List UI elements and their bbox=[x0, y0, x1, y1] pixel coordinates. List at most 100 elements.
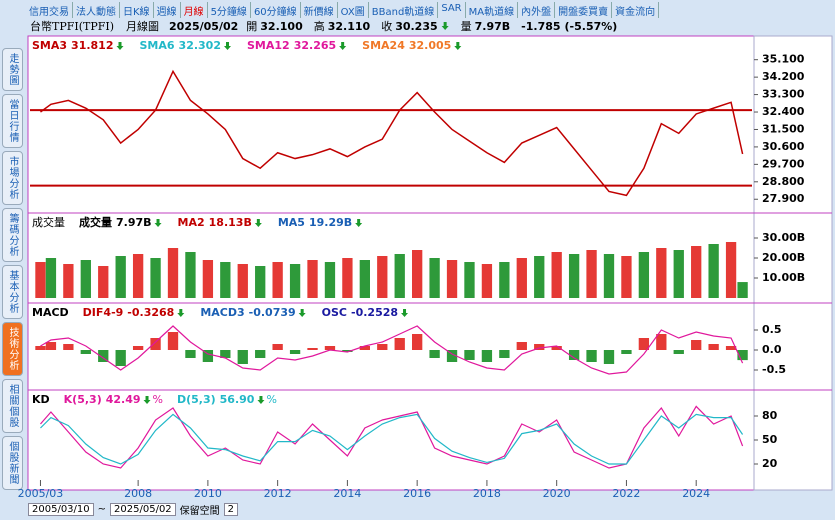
volume-bar bbox=[35, 262, 46, 298]
down-arrow bbox=[454, 42, 462, 50]
top-tab[interactable]: MA軌道線 bbox=[466, 2, 519, 18]
down-arrow bbox=[441, 22, 449, 30]
legend-value: 32.005 bbox=[409, 39, 451, 52]
volume-bar bbox=[586, 250, 597, 298]
osc-bar bbox=[394, 338, 405, 350]
quote-label: 高 bbox=[314, 19, 325, 33]
top-tab[interactable]: 日K線 bbox=[120, 2, 154, 18]
legend-name: SMA24 bbox=[362, 39, 405, 52]
osc-bar bbox=[202, 350, 214, 362]
change-pct: (-5.57%) bbox=[565, 20, 618, 33]
volume-bar bbox=[359, 260, 370, 298]
indicator-line bbox=[40, 405, 744, 469]
y-tick-label: 10.00B bbox=[762, 271, 805, 284]
legend-unit: % bbox=[153, 393, 163, 406]
y-tick-label: 0.0 bbox=[762, 343, 782, 356]
osc-bar bbox=[621, 350, 632, 354]
volume-bar bbox=[446, 260, 458, 298]
osc-bar bbox=[412, 334, 423, 350]
symbol: 台幣TPFI(TPFI) bbox=[30, 19, 114, 33]
top-tab[interactable]: 內外盤 bbox=[518, 2, 556, 18]
osc-bar bbox=[307, 348, 318, 350]
top-tab[interactable]: 開盤委買賣 bbox=[555, 2, 613, 18]
legend-name: SMA3 bbox=[32, 39, 67, 52]
left-tab[interactable]: 走勢圖 bbox=[2, 48, 23, 91]
top-tab[interactable]: 週線 bbox=[154, 2, 181, 18]
quote-value: 30.235 bbox=[395, 20, 437, 33]
osc-bar bbox=[324, 346, 336, 350]
osc-bar bbox=[167, 332, 179, 350]
left-tab[interactable]: 相關個股 bbox=[2, 379, 23, 433]
osc-bar bbox=[150, 338, 161, 350]
quote-label: 開 bbox=[246, 20, 257, 33]
osc-bar bbox=[534, 344, 545, 350]
volume-bar bbox=[481, 264, 493, 298]
x-tick-label: 2018 bbox=[473, 487, 501, 500]
top-tab[interactable]: 月線 bbox=[181, 2, 208, 18]
date-to[interactable]: 2025/05/02 bbox=[110, 503, 176, 516]
top-tab[interactable]: BBand軌道線 bbox=[369, 2, 439, 18]
date-from[interactable]: 2005/03/10 bbox=[28, 503, 94, 516]
y-tick-label: 20 bbox=[762, 457, 778, 470]
osc-bar bbox=[656, 334, 667, 350]
left-tab[interactable]: 當日行情 bbox=[2, 94, 23, 148]
top-tab[interactable]: 60分鐘線 bbox=[251, 2, 301, 18]
panel-title: 成交量 bbox=[32, 215, 65, 229]
left-tab[interactable]: 市場分析 bbox=[2, 151, 23, 205]
top-tab[interactable]: 新價線 bbox=[301, 2, 338, 18]
legend-name: MACD3 bbox=[200, 306, 244, 319]
osc-bar bbox=[115, 350, 126, 366]
down-arrow bbox=[116, 42, 124, 50]
osc-bar bbox=[725, 346, 737, 350]
period: 月線圖 bbox=[126, 19, 159, 33]
top-tabs: 信用交易 法人動態 日K線 週線 月線 5分鐘線 60分鐘線 新價線 OX圖 BBand軌道線 SA… bbox=[26, 2, 660, 18]
volume-bar bbox=[377, 256, 388, 298]
legend-value: 32.302 bbox=[179, 39, 221, 52]
top-tab[interactable]: 資金流向 bbox=[612, 2, 660, 18]
legend-value: -0.2528 bbox=[351, 306, 398, 319]
y-tick-label: 35.100 bbox=[762, 53, 805, 66]
x-tick-label: 2012 bbox=[264, 487, 292, 500]
x-tick-label: 2020 bbox=[543, 487, 571, 500]
top-tab[interactable]: SAR bbox=[438, 2, 466, 18]
osc-bar bbox=[272, 344, 283, 350]
volume-bar bbox=[63, 264, 74, 298]
osc-bar bbox=[603, 350, 615, 364]
y-tick-label: 32.400 bbox=[762, 105, 805, 118]
y-tick-label: 30.00B bbox=[762, 231, 805, 244]
left-tab[interactable]: 技術分析 bbox=[2, 322, 23, 376]
volume-bar bbox=[132, 254, 144, 298]
y-tick-label: 28.800 bbox=[762, 175, 805, 188]
volume-bar bbox=[324, 262, 336, 298]
left-tab[interactable]: 個股新聞 bbox=[2, 436, 23, 490]
top-tab[interactable]: OX圖 bbox=[338, 2, 369, 18]
volume-bar bbox=[394, 254, 405, 298]
volume-bar bbox=[45, 258, 57, 298]
quote-value: 7.97B bbox=[475, 20, 511, 33]
price-line bbox=[40, 69, 744, 197]
down-arrow bbox=[257, 396, 265, 404]
top-tab[interactable]: 5分鐘線 bbox=[208, 2, 251, 18]
y-tick-label: 0.5 bbox=[762, 323, 782, 336]
quote-label: 量 bbox=[461, 20, 472, 33]
x-tick-label: 2024 bbox=[682, 487, 710, 500]
y-tick-label: 33.300 bbox=[762, 88, 805, 101]
legend-name: D(5,3) bbox=[177, 393, 216, 406]
left-tab[interactable]: 基本分析 bbox=[2, 265, 23, 319]
volume-bar bbox=[603, 254, 615, 298]
osc-bar bbox=[45, 342, 57, 350]
panel-title: MACD bbox=[32, 306, 69, 319]
reserve[interactable]: 2 bbox=[223, 503, 239, 516]
y-tick-label: 31.500 bbox=[762, 122, 805, 135]
y-tick-label: 29.700 bbox=[762, 157, 805, 170]
left-tab[interactable]: 籌碼分析 bbox=[2, 208, 23, 262]
volume-bar bbox=[621, 256, 632, 298]
top-tab[interactable]: 信用交易 bbox=[26, 2, 73, 18]
legend-value: 56.90 bbox=[220, 393, 255, 406]
volume-bar bbox=[255, 266, 266, 298]
legend-name: DIF4-9 bbox=[83, 306, 124, 319]
volume-bar bbox=[167, 248, 179, 298]
top-tab[interactable]: 法人動態 bbox=[73, 2, 120, 18]
osc-bar bbox=[255, 350, 266, 358]
volume-bar bbox=[80, 260, 91, 298]
